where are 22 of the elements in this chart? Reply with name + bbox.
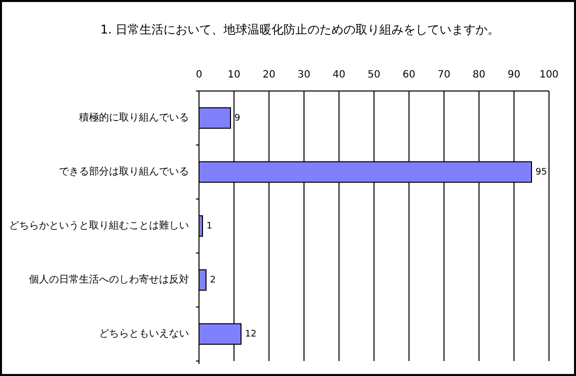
x-tick-label: 0 [196, 70, 202, 81]
y-tick-label: 個人の日常生活へのしわ寄せは反対 [29, 274, 189, 286]
chart-title: 1. 日常生活において、地球温暖化防止のための取り組みをしていますか。 [100, 22, 500, 36]
x-tick-label: 20 [262, 70, 276, 81]
x-tick-label: 40 [332, 70, 346, 81]
x-tick-label: 80 [472, 70, 486, 81]
x-tick-label: 60 [402, 70, 416, 81]
y-tick-label: できる部分は取り組んでいる [59, 166, 189, 178]
x-tick-label: 100 [539, 70, 559, 81]
data-label: 95 [536, 167, 547, 178]
data-label: 2 [210, 275, 216, 286]
data-label: 1 [206, 221, 212, 232]
data-label: 12 [245, 329, 256, 340]
x-tick-label: 30 [298, 70, 310, 81]
x-tick-label: 90 [508, 70, 520, 81]
y-tick-label: 積極的に取り組んでいる [79, 112, 189, 124]
x-tick-label: 50 [368, 70, 380, 81]
x-tick-label: 70 [438, 70, 450, 81]
y-tick-label: どちらともいえない [99, 328, 189, 340]
y-tick-label: どちらかというと取り組むことは難しい [9, 220, 189, 232]
data-label: 9 [234, 113, 240, 124]
x-tick-label: 10 [228, 70, 240, 81]
